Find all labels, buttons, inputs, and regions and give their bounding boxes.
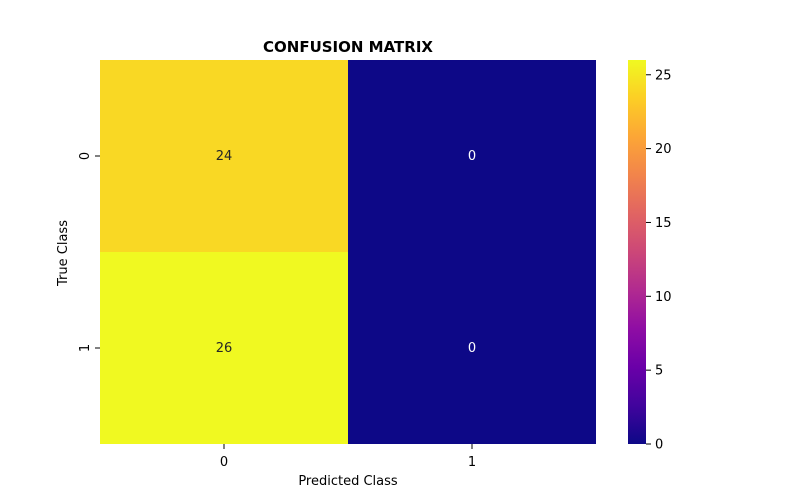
heatmap-cell: [348, 60, 596, 252]
cell-value-label: 24: [216, 149, 233, 164]
colorbar-tick-label: 5: [655, 364, 663, 379]
chart-title: CONFUSION MATRIX: [263, 38, 433, 56]
y-tick-label: 0: [78, 152, 93, 160]
colorbar-tick-label: 10: [655, 290, 672, 305]
y-axis: 01: [78, 152, 100, 352]
colorbar-tick-label: 15: [655, 216, 672, 231]
heatmap-cells: 24 0 26 0: [100, 60, 596, 444]
x-tick-label: 0: [220, 455, 228, 470]
colorbar-tick-label: 20: [655, 142, 672, 157]
y-tick-label: 1: [78, 344, 93, 352]
x-tick-label: 1: [468, 455, 476, 470]
y-axis-label: True Class: [56, 220, 71, 287]
colorbar: [628, 60, 646, 444]
cell-value-label: 0: [468, 149, 476, 164]
colorbar-tick-label: 25: [655, 68, 672, 83]
heatmap-cell: [348, 252, 596, 444]
x-axis-label: Predicted Class: [298, 474, 398, 489]
colorbar-ticks: 0 5 10 15 20 25: [646, 68, 672, 453]
cell-value-label: 26: [216, 341, 233, 356]
cell-value-label: 0: [468, 341, 476, 356]
heatmap-cell: [100, 252, 348, 444]
colorbar-tick-label: 0: [655, 438, 663, 453]
heatmap-cell: [100, 60, 348, 252]
